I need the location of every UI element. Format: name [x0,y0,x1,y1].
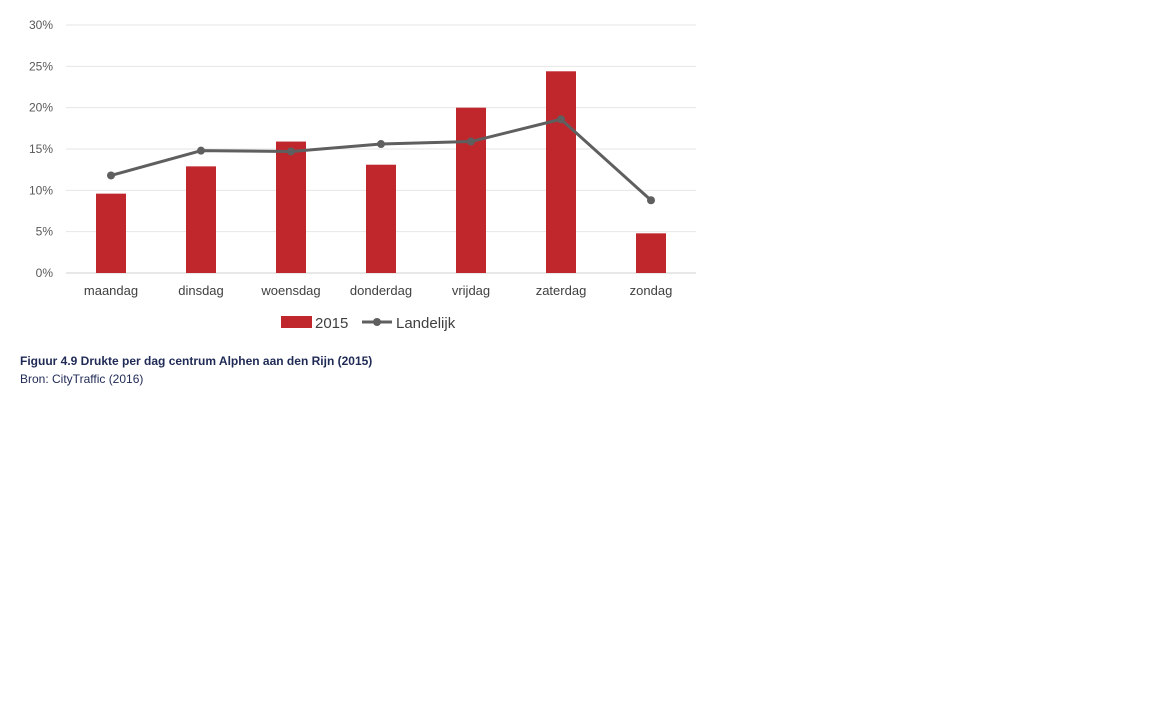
y-tick-label: 5% [36,225,54,239]
y-axis-ticks: 0% 5% 10% 15% 20% 25% 30% [29,18,53,280]
legend-label-bar: 2015 [315,315,348,332]
bar-woensdag [276,141,306,273]
line-point-vrijdag [467,137,475,146]
legend-swatch-marker [373,318,381,326]
x-tick-label: maandag [84,283,138,298]
x-tick-label: dinsdag [178,283,224,298]
line-point-zaterdag [557,115,565,124]
x-tick-label: vrijdag [452,283,490,298]
legend-label-line: Landelijk [396,315,456,332]
bar-maandag [96,193,126,273]
line-point-donderdag [377,140,385,149]
legend: 2015 Landelijk [281,315,456,332]
line-point-zondag [647,196,655,205]
bar-series [96,71,666,274]
x-tick-label: zaterdag [536,283,587,298]
y-tick-label: 20% [29,101,53,115]
y-tick-label: 0% [36,266,54,280]
bar-dinsdag [186,166,216,273]
figure-caption: Figuur 4.9 Drukte per dag centrum Alphen… [20,352,372,388]
caption-title: Figuur 4.9 Drukte per dag centrum Alphen… [20,354,373,368]
x-tick-label: woensdag [260,283,320,298]
y-tick-label: 30% [29,18,53,32]
x-tick-label: zondag [630,283,673,298]
line-point-dinsdag [197,146,205,155]
bar-zondag [636,233,666,273]
y-tick-label: 10% [29,183,53,197]
line-series [107,115,655,205]
bar-vrijdag [456,107,486,274]
legend-swatch-bar [281,316,312,328]
chart-area: 0% 5% 10% 15% 20% 25% 30% maandag dinsdag woensd… [0,0,712,350]
bar-line-chart: 0% 5% 10% 15% 20% 25% 30% maandag dinsdag woensd… [29,18,696,332]
line-point-maandag [107,171,115,180]
y-tick-label: 25% [29,59,53,73]
bar-zaterdag [546,71,576,273]
bar-donderdag [366,164,396,273]
x-axis-labels: maandag dinsdag woensdag donderdag vrijdag za… [84,283,672,298]
caption-source: Bron: CityTraffic (2016) [20,372,144,386]
x-tick-label: donderdag [350,283,412,298]
line-point-woensdag [287,147,295,156]
y-tick-label: 15% [29,142,53,156]
